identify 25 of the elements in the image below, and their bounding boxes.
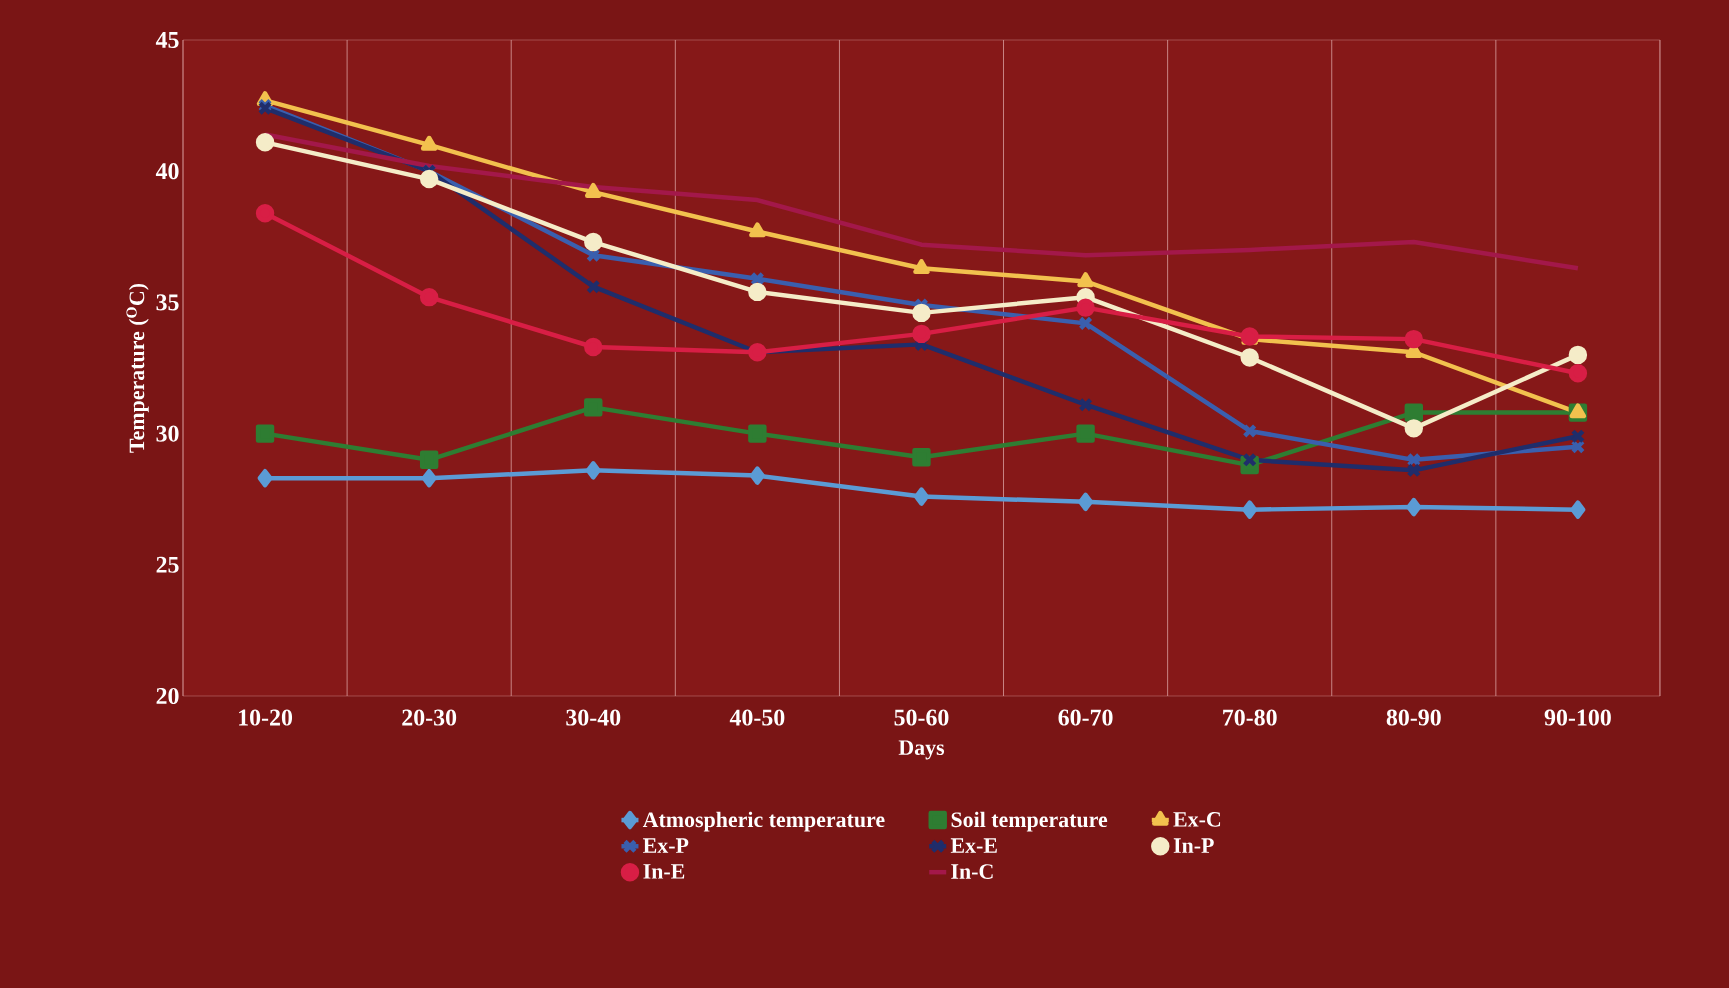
legend-label: In-E (643, 864, 685, 879)
legend-label: Ex-E (950, 838, 997, 853)
legend-label: Ex-P (643, 838, 689, 853)
x-tick-label: 30-40 (566, 709, 621, 726)
x-axis-title: Days (898, 740, 945, 760)
x-tick-label: 40-50 (729, 709, 785, 726)
y-tick-label: 45 (155, 32, 179, 48)
y-axis-title: Temperature ($^{O}$C) (126, 283, 149, 453)
x-tick-label: 20-30 (402, 709, 457, 726)
x-tick-label: 80-90 (1386, 709, 1441, 726)
y-tick-label: 40 (155, 163, 179, 180)
y-tick-label: 35 (156, 294, 179, 311)
legend-label: Ex-C (1173, 812, 1221, 827)
x-tick-label: 50-60 (894, 709, 949, 726)
y-tick-label: 20 (156, 687, 179, 705)
legend-label: Atmospheric temperature (642, 811, 885, 832)
x-tick-label: 70-80 (1223, 709, 1277, 726)
x-tick-label: 60-70 (1058, 709, 1113, 726)
legend-label: Soil temperature (951, 811, 1108, 832)
x-tick-label: 10-20 (239, 709, 293, 726)
legend-label: In-P (1173, 838, 1214, 853)
legend-label: In-C (951, 864, 993, 879)
y-tick-label: 25 (156, 556, 179, 573)
y-tick-label: 30 (156, 425, 179, 442)
x-tick-label: 90-100 (1544, 709, 1611, 726)
